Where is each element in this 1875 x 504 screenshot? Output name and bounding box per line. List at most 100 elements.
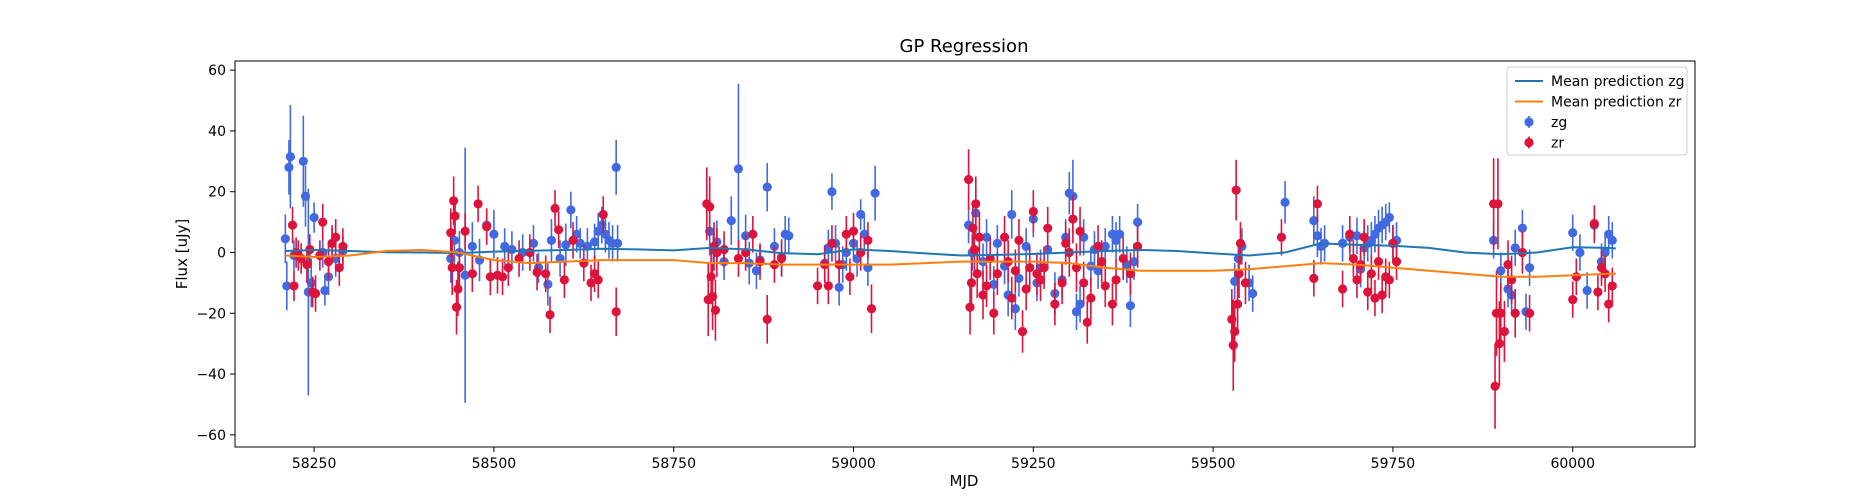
data-marker — [1133, 217, 1143, 227]
data-marker — [1075, 226, 1085, 236]
data-marker — [1370, 293, 1380, 303]
data-marker — [453, 284, 463, 294]
data-point-zg — [1021, 228, 1031, 265]
data-point-zr — [1370, 279, 1380, 317]
data-marker — [1276, 232, 1287, 242]
data-marker — [289, 281, 299, 291]
data-point-zr — [1363, 273, 1373, 311]
data-point-zr — [287, 206, 298, 244]
data-point-zg — [827, 173, 837, 210]
data-point-zr — [971, 176, 981, 232]
y-axis-label: Flux [uJy] — [173, 219, 191, 289]
data-marker — [1057, 278, 1067, 288]
data-point-zr — [1133, 225, 1143, 268]
data-marker — [310, 288, 321, 299]
data-marker — [1345, 229, 1355, 239]
data-point-zr — [1337, 270, 1348, 308]
data-point-zg — [285, 105, 295, 209]
data-marker — [870, 188, 880, 198]
data-marker — [1234, 269, 1244, 279]
data-marker — [561, 240, 571, 250]
x-tick-label: 59000 — [831, 456, 876, 472]
data-marker — [834, 282, 844, 293]
data-point-zr — [482, 208, 492, 245]
legend-item: Mean prediction zr — [1515, 95, 1682, 111]
data-marker — [1133, 241, 1143, 252]
data-marker — [287, 220, 298, 230]
data-marker — [1129, 256, 1139, 267]
data-point-zr — [1231, 159, 1241, 221]
data-marker — [500, 241, 510, 252]
data-marker — [597, 220, 607, 230]
data-marker — [282, 281, 292, 291]
legend-item: zg — [1524, 115, 1567, 131]
data-point-zr — [999, 216, 1010, 259]
data-point-zr — [974, 212, 984, 262]
data-marker — [528, 238, 539, 248]
data-marker — [999, 232, 1010, 242]
data-marker — [1312, 231, 1323, 241]
data-point-zg — [1582, 272, 1592, 309]
data-marker — [1010, 304, 1020, 314]
data-point-zg — [1524, 249, 1535, 286]
data-marker — [827, 238, 837, 248]
data-point-zr — [748, 216, 758, 253]
data-marker — [593, 275, 603, 285]
data-marker — [751, 266, 762, 276]
data-marker — [823, 281, 833, 291]
y-tick-label: 40 — [208, 124, 226, 140]
data-point-zg — [726, 196, 736, 245]
data-marker — [460, 270, 470, 280]
data-marker — [1373, 256, 1384, 267]
data-point-zr — [450, 197, 460, 235]
data-point-zr — [1510, 288, 1520, 338]
data-point-zg — [566, 191, 576, 229]
data-point-zr — [1228, 299, 1238, 391]
data-point-zr — [550, 190, 560, 227]
legend-label: zr — [1551, 136, 1564, 152]
data-marker — [1232, 299, 1243, 309]
data-marker — [1097, 256, 1107, 267]
data-point-zr — [1234, 249, 1244, 299]
legend-item: zr — [1524, 136, 1564, 152]
data-marker — [1309, 215, 1319, 226]
data-point-zg — [870, 165, 880, 221]
data-marker — [706, 272, 716, 282]
data-marker — [1014, 273, 1024, 283]
series-zg-points — [280, 83, 1617, 403]
data-marker — [1524, 308, 1535, 318]
data-point-zr — [1068, 194, 1078, 244]
data-marker — [981, 232, 992, 242]
legend-label: Mean prediction zg — [1551, 74, 1685, 90]
data-point-zr — [1010, 249, 1020, 292]
data-marker — [1384, 275, 1394, 285]
data-marker — [1231, 185, 1241, 195]
data-marker — [1494, 339, 1504, 349]
data-marker — [1503, 260, 1513, 270]
x-axis-label: MJD — [950, 472, 979, 490]
data-marker — [489, 229, 499, 239]
data-marker — [546, 235, 557, 245]
data-point-zr — [593, 261, 603, 299]
data-marker — [467, 269, 477, 279]
data-point-zr — [989, 291, 999, 335]
data-point-zr — [1377, 276, 1387, 314]
y-tick-label: −40 — [196, 367, 226, 383]
data-marker — [733, 253, 744, 264]
data-marker — [566, 205, 576, 215]
data-point-zg — [1568, 214, 1578, 251]
data-marker — [1061, 238, 1071, 248]
data-marker — [586, 278, 596, 288]
data-marker — [590, 237, 600, 247]
data-marker — [554, 225, 564, 235]
chart-title: GP Regression — [900, 36, 1029, 57]
data-marker — [733, 164, 744, 174]
data-marker — [1309, 273, 1319, 283]
data-point-zg — [981, 219, 992, 256]
data-point-zr — [1312, 185, 1323, 223]
x-tick-label: 59750 — [1371, 456, 1416, 472]
data-marker — [497, 272, 508, 282]
data-point-zr — [710, 279, 721, 341]
